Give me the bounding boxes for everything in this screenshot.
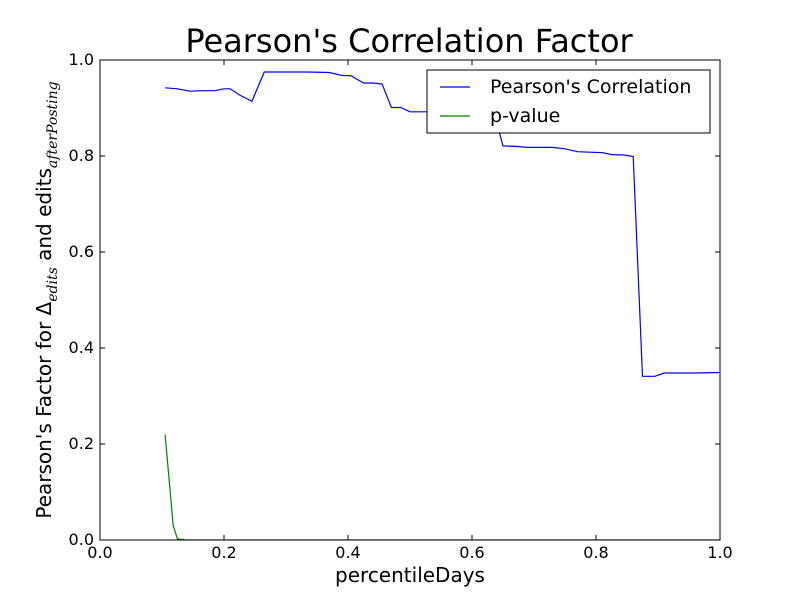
y-tick-label: 0.6 (69, 242, 94, 261)
y-axis-label: Pearson's Factor for Δedits and editsaft… (32, 81, 61, 518)
y-axis-label-prefix: Pearson's Factor for Δ (32, 301, 56, 518)
legend-label-pearson: Pearson's Correlation (490, 76, 691, 98)
y-axis-label-middle: and edits (32, 168, 56, 267)
y-tick-label: 0.2 (69, 434, 94, 453)
y-tick-label: 0.0 (69, 530, 94, 549)
y-axis-label-sub1: edits (45, 267, 61, 302)
series-line-p-value (164, 434, 720, 540)
x-tick-label: 0.2 (211, 543, 236, 562)
x-tick-label: 0.0 (87, 543, 112, 562)
plot-frame (99, 59, 721, 541)
legend-label-p-value: p-value (490, 105, 560, 127)
x-axis-label: percentileDays (335, 563, 485, 587)
x-axis-ticks: 0.0 0.2 0.4 0.6 0.8 1.0 (87, 60, 733, 562)
y-tick-label: 0.8 (69, 146, 94, 165)
plot-area (100, 60, 720, 540)
chart-title: Pearson's Correlation Factor (185, 22, 633, 60)
legend: Pearson's Correlation p-value (426, 69, 711, 134)
y-axis-label-sub2: afterPosting (45, 81, 61, 168)
x-tick-label: 0.8 (583, 543, 608, 562)
y-tick-label: 0.4 (69, 338, 94, 357)
y-axis-ticks: 0.0 0.2 0.4 0.6 0.8 1.0 (69, 50, 720, 549)
x-tick-label: 0.4 (335, 543, 360, 562)
x-tick-label: 1.0 (707, 543, 732, 562)
x-tick-label: 0.6 (459, 543, 484, 562)
y-tick-label: 1.0 (69, 50, 94, 69)
legend-box (426, 69, 711, 134)
